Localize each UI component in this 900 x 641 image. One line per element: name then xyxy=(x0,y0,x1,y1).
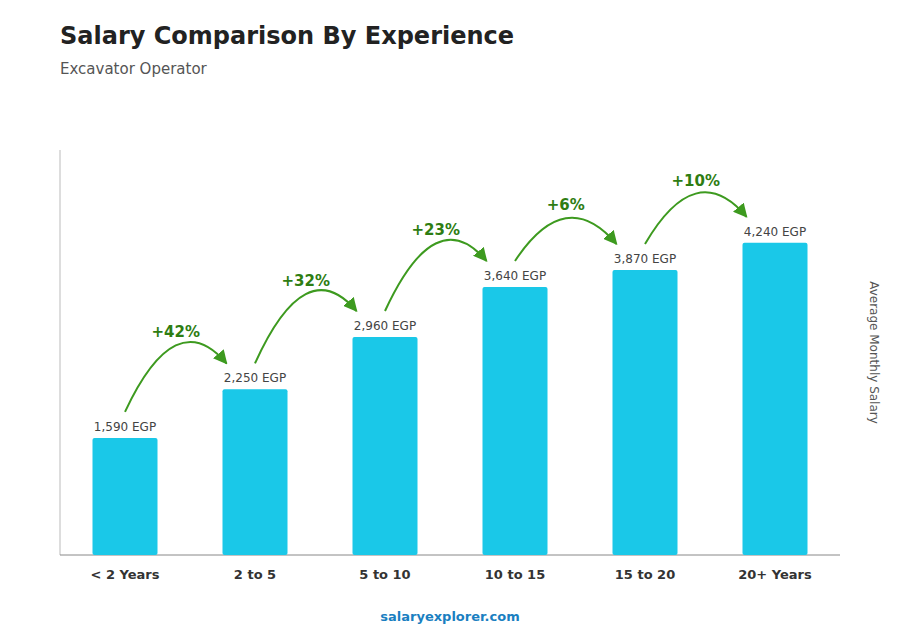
value-label: 1,590 EGP xyxy=(94,420,156,434)
subtitle: Excavator Operator xyxy=(60,60,208,78)
title: Salary Comparison By Experience xyxy=(60,22,514,50)
change-arrow xyxy=(645,192,747,244)
change-arrow xyxy=(385,240,487,311)
bar xyxy=(483,287,548,555)
source: salaryexplorer.com xyxy=(380,609,519,624)
change-arrow xyxy=(125,342,227,412)
value-label: 3,870 EGP xyxy=(614,252,676,266)
bar xyxy=(743,243,808,555)
change-label: +32% xyxy=(282,272,330,290)
change-label: +6% xyxy=(547,196,585,214)
change-label: +42% xyxy=(152,323,200,341)
bar xyxy=(93,438,158,555)
value-label: 3,640 EGP xyxy=(484,269,546,283)
y-axis-line xyxy=(60,150,61,555)
x-tick-label: 2 to 5 xyxy=(234,567,276,582)
x-tick-label: 10 to 15 xyxy=(485,567,545,582)
bar xyxy=(353,337,418,555)
bar xyxy=(613,270,678,555)
change-arrow xyxy=(255,290,357,363)
value-label: 4,240 EGP xyxy=(744,225,806,239)
value-label: 2,250 EGP xyxy=(224,371,286,385)
bars xyxy=(93,243,808,555)
x-tick-label: 15 to 20 xyxy=(615,567,675,582)
x-tick-label: 5 to 10 xyxy=(359,567,410,582)
chart: Salary Comparison By Experience Excavator… xyxy=(0,0,900,641)
bar xyxy=(223,389,288,555)
x-tick-label: 20+ Years xyxy=(738,567,812,582)
change-arrow xyxy=(515,218,617,261)
change-label: +10% xyxy=(672,172,720,190)
value-label: 2,960 EGP xyxy=(354,319,416,333)
change-label: +23% xyxy=(412,221,460,239)
y-axis-label: Average Monthly Salary xyxy=(867,281,881,424)
x-axis-line xyxy=(60,555,840,556)
x-tick-label: < 2 Years xyxy=(91,567,160,582)
